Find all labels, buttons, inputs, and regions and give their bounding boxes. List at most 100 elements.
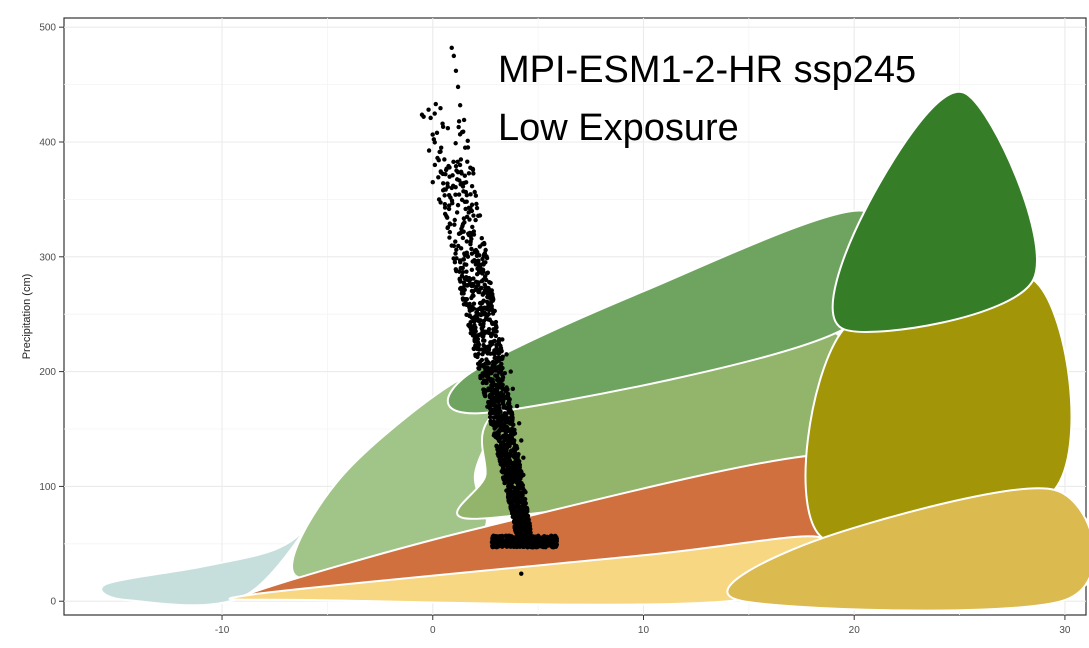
scatter-point (474, 310, 480, 315)
scatter-point (478, 373, 483, 379)
scatter-point (507, 453, 513, 459)
biome-regions (100, 90, 1089, 612)
scatter-point (445, 126, 451, 131)
scatter-point (500, 457, 505, 463)
scatter-point (491, 533, 496, 539)
scatter-point (476, 213, 481, 219)
scatter-point (442, 193, 447, 198)
scatter-point (488, 304, 493, 310)
scatter-point (492, 408, 497, 414)
scatter-point (500, 413, 505, 418)
scatter-point (509, 480, 515, 485)
scatter-point (508, 369, 513, 374)
scatter-point (505, 494, 511, 500)
scatter-point (474, 201, 479, 207)
scatter-point (547, 538, 552, 544)
scatter-point (499, 361, 504, 367)
scatter-point (494, 443, 499, 449)
scatter-point (482, 274, 488, 279)
scatter-points (419, 45, 559, 576)
scatter-point (491, 433, 497, 438)
scatter-point (517, 500, 522, 505)
scatter-point (457, 277, 462, 282)
scatter-point (511, 537, 517, 543)
scatter-point (438, 170, 444, 175)
scatter-point (514, 485, 519, 491)
scatter-point (454, 247, 459, 252)
scatter-point (472, 189, 477, 195)
scatter-point (476, 366, 482, 371)
scatter-point (500, 435, 505, 440)
scatter-point (519, 571, 524, 576)
scatter-point (493, 404, 499, 410)
scatter-point (488, 410, 493, 416)
scatter-point (510, 427, 515, 432)
scatter-point (498, 345, 504, 351)
scatter-point (509, 410, 515, 415)
scatter-point (453, 239, 458, 244)
scatter-point (511, 514, 517, 519)
scatter-point (471, 171, 476, 176)
scatter-point (494, 389, 500, 394)
scatter-point (456, 119, 462, 124)
scatter-point (523, 534, 528, 539)
scatter-point (436, 175, 441, 180)
scatter-point (486, 371, 492, 376)
scatter-point (454, 268, 459, 273)
scatter-point (432, 140, 437, 145)
scatter-point (477, 253, 482, 258)
scatter-point (446, 206, 452, 212)
scatter-point (487, 317, 492, 322)
scatter-point (460, 184, 466, 189)
scatter-point (498, 390, 504, 396)
scatter-point (466, 171, 472, 176)
scatter-point (426, 148, 432, 153)
scatter-point (438, 145, 444, 150)
scatter-point (458, 230, 463, 236)
scatter-point (437, 149, 442, 155)
scatter-point (473, 247, 479, 253)
scatter-point (426, 107, 431, 112)
scatter-point (504, 385, 509, 390)
scatter-point (523, 509, 528, 515)
scatter-point (507, 486, 513, 492)
scatter-point (475, 287, 481, 292)
scatter-point (493, 355, 498, 361)
scatter-point (460, 235, 466, 241)
scatter-point (474, 205, 480, 211)
scatter-point (515, 510, 521, 515)
scatter-point (464, 302, 469, 308)
scatter-point (467, 313, 472, 318)
scatter-point (518, 470, 523, 475)
scatter-point (453, 141, 458, 146)
scatter-point (523, 518, 529, 523)
scatter-point (495, 534, 500, 539)
scatter-point (454, 168, 459, 173)
y-tick-label: 100 (39, 482, 56, 493)
scatter-point (472, 319, 477, 324)
x-tick-label: 0 (430, 625, 436, 636)
scatter-point (463, 189, 469, 195)
scatter-point (446, 193, 452, 198)
scatter-point (497, 337, 502, 342)
scatter-point (456, 192, 462, 197)
scatter-point (499, 469, 504, 474)
scatter-point (446, 203, 452, 208)
scatter-point (505, 425, 510, 430)
scatter-point (476, 280, 481, 285)
scatter-point (496, 416, 501, 422)
scatter-point (452, 222, 457, 227)
scatter-point (447, 235, 452, 240)
scatter-point (543, 544, 548, 550)
scatter-point (487, 414, 493, 420)
x-tick-label: 20 (849, 625, 861, 636)
scatter-point (508, 404, 513, 410)
scatter-point (482, 393, 488, 399)
scatter-point (484, 306, 489, 311)
scatter-point (454, 177, 460, 182)
y-tick-label: 400 (39, 137, 56, 148)
scatter-point (470, 333, 476, 338)
scatter-point (435, 155, 440, 161)
scatter-point (517, 497, 522, 502)
scatter-point (513, 497, 518, 502)
